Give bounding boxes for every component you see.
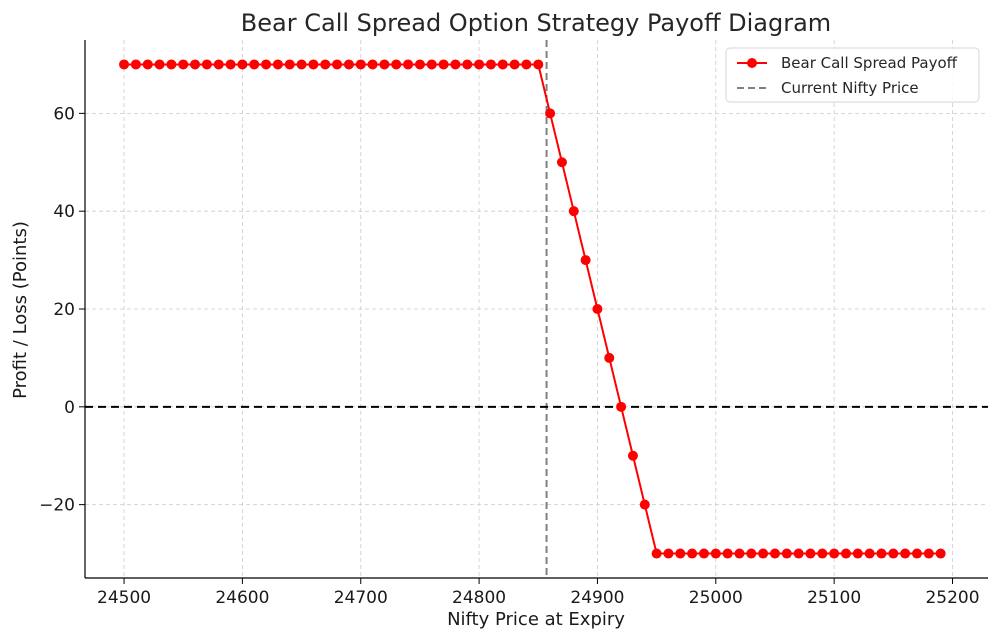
payoff-point xyxy=(829,548,840,559)
ticks: 24500 24600 24700 24800 24900 25000 25100 25200… xyxy=(39,104,979,608)
payoff-point xyxy=(923,548,934,559)
chart-title: Bear Call Spread Option Strategy Payoff … xyxy=(241,9,831,37)
payoff-point xyxy=(627,450,638,461)
payoff-point xyxy=(805,548,816,559)
payoff-point xyxy=(817,548,828,559)
payoff-point xyxy=(403,59,414,70)
payoff-point xyxy=(130,59,141,70)
x-tick-label: 25200 xyxy=(925,588,979,608)
payoff-point xyxy=(154,59,165,70)
y-tick-label: 0 xyxy=(64,398,75,418)
y-axis-label: Profit / Loss (Points) xyxy=(10,221,31,399)
payoff-point xyxy=(710,548,721,559)
payoff-point xyxy=(474,59,485,70)
payoff-point xyxy=(533,59,544,70)
x-tick-label: 24700 xyxy=(334,588,388,608)
payoff-point xyxy=(178,59,189,70)
payoff-point xyxy=(308,59,319,70)
x-tick-label: 25100 xyxy=(807,588,861,608)
payoff-point xyxy=(320,59,331,70)
payoff-point xyxy=(414,59,425,70)
x-tick-label: 24900 xyxy=(570,588,624,608)
payoff-point xyxy=(888,548,899,559)
legend-current-price-label: Current Nifty Price xyxy=(781,79,919,97)
payoff-point xyxy=(616,401,627,412)
payoff-point xyxy=(225,59,236,70)
payoff-point xyxy=(758,548,769,559)
payoff-point xyxy=(142,59,153,70)
payoff-point xyxy=(604,352,615,363)
payoff-point xyxy=(876,548,887,559)
payoff-point xyxy=(911,548,922,559)
reference-lines xyxy=(85,40,988,578)
payoff-point xyxy=(509,59,520,70)
payoff-point xyxy=(166,59,177,70)
payoff-point xyxy=(651,548,662,559)
payoff-point xyxy=(545,108,556,119)
payoff-point xyxy=(237,59,248,70)
legend-payoff-swatch-marker xyxy=(747,58,757,68)
series-layer xyxy=(119,59,946,559)
payoff-point xyxy=(367,59,378,70)
payoff-point xyxy=(521,59,532,70)
payoff-point xyxy=(284,59,295,70)
payoff-point xyxy=(769,548,780,559)
payoff-point xyxy=(852,548,863,559)
legend-payoff-label: Bear Call Spread Payoff xyxy=(781,54,958,72)
legend-box xyxy=(725,47,980,103)
y-tick-label: −20 xyxy=(39,496,75,516)
payoff-point xyxy=(793,548,804,559)
grid xyxy=(85,40,988,578)
payoff-point xyxy=(296,59,307,70)
payoff-point xyxy=(840,548,851,559)
x-axis-label: Nifty Price at Expiry xyxy=(447,609,625,630)
payoff-point xyxy=(355,59,366,70)
payoff-point xyxy=(698,548,709,559)
payoff-point xyxy=(190,59,201,70)
x-tick-label: 24600 xyxy=(215,588,269,608)
payoff-point xyxy=(663,548,674,559)
legend: Bear Call Spread Payoff Current Nifty Pr… xyxy=(725,47,980,103)
payoff-point xyxy=(426,59,437,70)
payoff-point xyxy=(450,59,461,70)
payoff-point xyxy=(592,304,603,314)
x-tick-label: 25000 xyxy=(689,588,743,608)
x-tick-label: 24500 xyxy=(97,588,151,608)
payoff-point xyxy=(438,59,449,70)
payoff-point xyxy=(781,548,792,559)
payoff-point xyxy=(746,548,757,559)
payoff-point xyxy=(485,59,496,70)
y-tick-label: 40 xyxy=(53,202,75,222)
payoff-point xyxy=(556,157,567,168)
payoff-point xyxy=(580,255,591,266)
payoff-point xyxy=(935,548,946,559)
payoff-point xyxy=(568,206,579,217)
payoff-point xyxy=(497,59,508,70)
payoff-point xyxy=(864,548,875,559)
payoff-point xyxy=(119,59,130,70)
payoff-line xyxy=(124,63,941,555)
payoff-point xyxy=(201,59,212,70)
payoff-point xyxy=(332,59,343,70)
payoff-point xyxy=(343,59,354,70)
payoff-point xyxy=(675,548,686,559)
payoff-point xyxy=(272,59,283,70)
payoff-point xyxy=(249,59,260,70)
payoff-point xyxy=(213,59,224,70)
payoff-point xyxy=(379,59,390,70)
payoff-point xyxy=(462,59,473,70)
y-tick-label: 20 xyxy=(53,300,75,320)
payoff-point xyxy=(722,548,733,559)
payoff-point xyxy=(734,548,745,559)
payoff-point xyxy=(261,59,272,70)
y-tick-label: 60 xyxy=(53,104,75,124)
x-tick-label: 24800 xyxy=(452,588,506,608)
payoff-point xyxy=(391,59,402,70)
payoff-point xyxy=(687,548,698,559)
payoff-point xyxy=(639,499,650,510)
payoff-point xyxy=(900,548,911,559)
